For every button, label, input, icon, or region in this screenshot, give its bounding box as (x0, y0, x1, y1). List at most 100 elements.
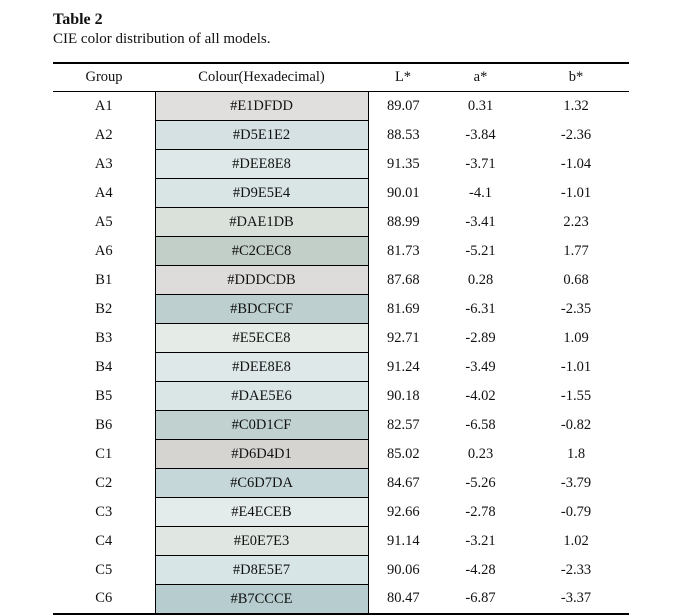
group-cell: C4 (95, 532, 113, 549)
l-star-value-cell: 80.47 (386, 590, 420, 607)
group-cell: B5 (95, 387, 113, 404)
group-cell: A4 (94, 184, 113, 201)
a-star-value-cell: -3.49 (465, 358, 496, 375)
table-row: C3 #E4ECEB 92.66 -2.78 -0.79 (53, 497, 629, 527)
colour-swatch-cell: #D5E1E2 (154, 120, 369, 150)
l-star-value-cell: 88.99 (386, 213, 420, 230)
b-star-value-cell: -1.01 (560, 184, 592, 201)
table-row: A2 #D5E1E2 88.53 -3.84 -2.36 (53, 120, 629, 150)
b-star-value-cell: 1.02 (563, 532, 589, 549)
a-star-value-cell: -3.71 (465, 155, 496, 172)
b-star-value-cell: -0.82 (560, 416, 592, 433)
l-star-value-cell: 91.35 (386, 155, 420, 172)
header-l-star: L* (394, 69, 412, 85)
colour-swatch-cell: #E5ECE8 (154, 323, 369, 353)
b-star-value-cell: 1.8 (566, 445, 586, 462)
header-group: Group (85, 69, 123, 85)
a-star-value-cell: -4.1 (469, 184, 492, 201)
l-star-value-cell: 92.66 (386, 503, 420, 520)
a-star-value-cell: -2.78 (465, 503, 496, 520)
table-body: A1 #E1DFDD 89.07 0.31 1.32 A2 #D5E1E2 88.53 -3.8… (53, 91, 629, 615)
l-star-value-cell: 87.68 (386, 271, 420, 288)
table-row: C1 #D6D4D1 85.02 0.23 1.8 (53, 439, 629, 469)
l-star-value-cell: 84.67 (386, 474, 420, 491)
l-star-value-cell: 92.71 (386, 329, 420, 346)
group-cell: B2 (95, 300, 113, 317)
a-star-value-cell: 0.31 (467, 97, 494, 114)
table-row: B6 #C0D1CF 82.57 -6.58 -0.82 (53, 410, 629, 440)
a-star-value-cell: -3.84 (465, 126, 496, 143)
table-row: A5 #DAE1DB 88.99 -3.41 2.23 (53, 207, 629, 237)
l-star-value-cell: 81.69 (386, 300, 420, 317)
b-star-value-cell: 1.32 (563, 97, 589, 114)
group-cell: C2 (95, 474, 113, 491)
colour-swatch-cell: #C6D7DA (154, 468, 369, 498)
group-cell: A5 (94, 213, 113, 230)
table-row: C6 #B7CCCE 80.47 -6.87 -3.37 (53, 584, 629, 615)
b-star-value-cell: 1.77 (563, 242, 589, 259)
header-a-star: a* (473, 69, 488, 85)
b-star-value-cell: -1.55 (560, 387, 592, 404)
l-star-value-cell: 90.18 (386, 387, 420, 404)
colour-swatch-cell: #BDCFCF (154, 294, 369, 324)
table-row: C5 #D8E5E7 90.06 -4.28 -2.33 (53, 555, 629, 585)
table-header: Group Colour(Hexadecimal) L* a* b* (53, 63, 629, 92)
table-row: A3 #DEE8E8 91.35 -3.71 -1.04 (53, 149, 629, 179)
colour-swatch-cell: #E0E7E3 (154, 526, 369, 556)
a-star-value-cell: -6.58 (465, 416, 496, 433)
table-row: C2 #C6D7DA 84.67 -5.26 -3.79 (53, 468, 629, 498)
table-row: B3 #E5ECE8 92.71 -2.89 1.09 (53, 323, 629, 353)
l-star-value-cell: 88.53 (386, 126, 420, 143)
group-cell: B4 (95, 358, 113, 375)
b-star-value-cell: -3.37 (560, 590, 592, 607)
a-star-value-cell: -4.02 (465, 387, 496, 404)
a-star-value-cell: -3.41 (465, 213, 496, 230)
l-star-value-cell: 90.01 (386, 184, 420, 201)
b-star-value-cell: -2.36 (560, 126, 592, 143)
b-star-value-cell: -0.79 (560, 503, 592, 520)
b-star-value-cell: 2.23 (563, 213, 589, 230)
colour-swatch-cell: #E1DFDD (154, 91, 369, 121)
header-row: Group Colour(Hexadecimal) L* a* b* (53, 63, 629, 92)
group-cell: B6 (95, 416, 113, 433)
a-star-value-cell: 0.28 (467, 271, 494, 288)
header-colour-hexadecimal: Colour(Hexadecimal) (198, 69, 325, 85)
b-star-value-cell: 0.68 (563, 271, 589, 288)
table-row: A1 #E1DFDD 89.07 0.31 1.32 (53, 91, 629, 121)
colour-swatch-cell: #D9E5E4 (154, 178, 369, 208)
a-star-value-cell: -4.28 (465, 561, 496, 578)
a-star-value-cell: -5.21 (465, 242, 496, 259)
a-star-value-cell: -2.89 (465, 329, 496, 346)
a-star-value-cell: -6.31 (465, 300, 496, 317)
a-star-value-cell: -6.87 (465, 590, 496, 607)
colour-swatch-cell: #DDDCDB (154, 265, 369, 295)
l-star-value-cell: 82.57 (386, 416, 420, 433)
colour-swatch-cell: #DAE1DB (154, 207, 369, 237)
table-row: B2 #BDCFCF 81.69 -6.31 -2.35 (53, 294, 629, 324)
b-star-value-cell: 1.09 (563, 329, 589, 346)
header-b-star: b* (568, 69, 584, 85)
l-star-value-cell: 90.06 (386, 561, 420, 578)
cie-color-table: Group Colour(Hexadecimal) L* a* b* A1 #E1… (53, 62, 629, 615)
group-cell: A6 (94, 242, 113, 259)
table-caption-title: Table 2 (53, 11, 103, 28)
table-caption-subtitle: CIE color distribution of all models. (53, 31, 271, 47)
colour-swatch-cell: #DEE8E8 (154, 149, 369, 179)
table-row: B4 #DEE8E8 91.24 -3.49 -1.01 (53, 352, 629, 382)
table-row: B1 #DDDCDB 87.68 0.28 0.68 (53, 265, 629, 295)
group-cell: B3 (95, 329, 113, 346)
a-star-value-cell: -5.26 (465, 474, 496, 491)
l-star-value-cell: 91.24 (386, 358, 420, 375)
group-cell: B1 (95, 271, 113, 288)
colour-swatch-cell: #DEE8E8 (154, 352, 369, 382)
group-cell: C1 (95, 445, 113, 462)
l-star-value-cell: 89.07 (386, 97, 420, 114)
b-star-value-cell: -2.35 (560, 300, 592, 317)
b-star-value-cell: -1.01 (560, 358, 592, 375)
colour-swatch-cell: #DAE5E6 (154, 381, 369, 411)
l-star-value-cell: 85.02 (386, 445, 420, 462)
group-cell: A1 (94, 97, 113, 114)
group-cell: C5 (95, 561, 113, 578)
colour-swatch-cell: #D8E5E7 (154, 555, 369, 585)
